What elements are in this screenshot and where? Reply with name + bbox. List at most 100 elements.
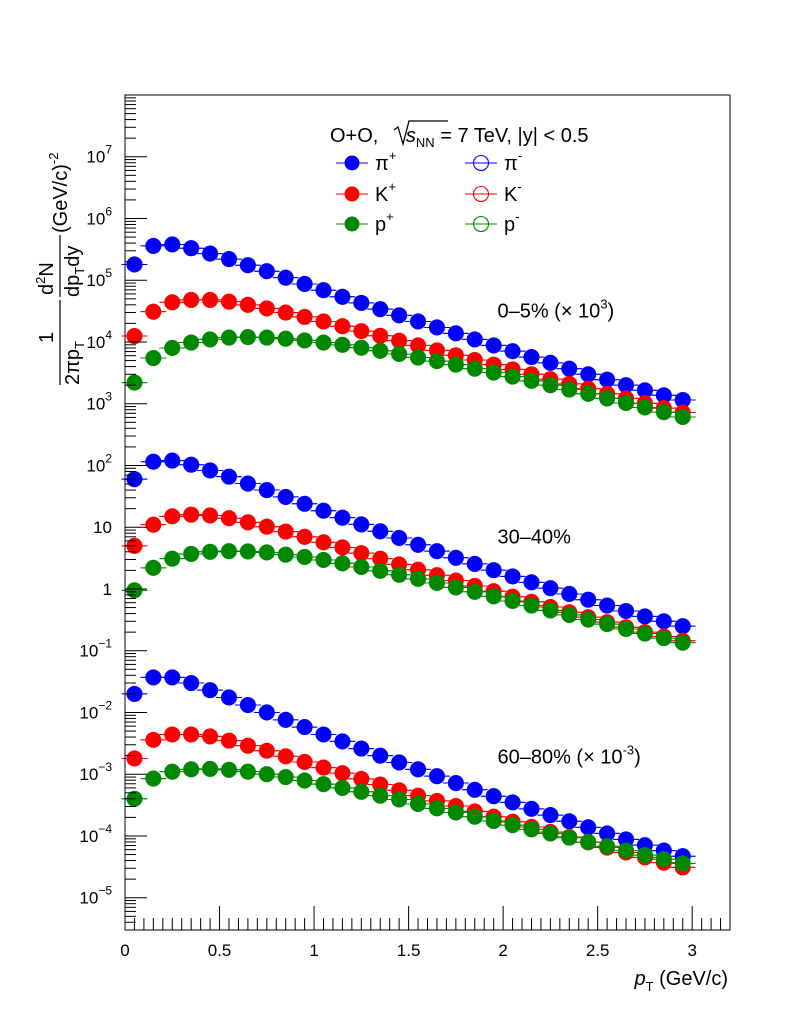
data-point (239, 543, 256, 560)
data-point (183, 506, 200, 523)
data-point (391, 529, 408, 547)
data-point (183, 334, 200, 351)
data-point (126, 374, 143, 391)
data-point (202, 682, 219, 699)
data-point (391, 307, 408, 324)
data-point (220, 689, 238, 706)
data-point (391, 566, 408, 583)
y-tick-label: 10 (93, 518, 112, 537)
data-point (296, 548, 313, 566)
data-point (674, 855, 691, 872)
y-tick-label: 1 (103, 580, 112, 599)
data-point (164, 294, 181, 311)
data-point (239, 475, 256, 492)
data-point (315, 726, 332, 743)
data-point (504, 343, 521, 360)
svg-text:(GeV/c)-2: (GeV/c)-2 (46, 153, 72, 233)
data-point (334, 509, 351, 526)
x-tick-label: 1.5 (397, 941, 421, 960)
legend-item: π+ (336, 148, 396, 175)
data-point (617, 842, 635, 859)
y-tick-label: 107 (86, 143, 112, 167)
data-point (353, 294, 370, 311)
series (122, 236, 695, 409)
chart-title: O+O, sNN = 7 TeV, |y| < 0.5 (330, 125, 589, 150)
data-point (428, 543, 446, 560)
data-point (296, 753, 313, 771)
data-point (315, 551, 332, 569)
data-point (409, 313, 427, 330)
y-tick-label: 102 (86, 451, 112, 475)
data-point (542, 580, 559, 597)
data-point (599, 616, 616, 633)
data-point (523, 800, 540, 817)
data-point (183, 240, 200, 257)
x-axis-label: pT (GeV/c) (633, 968, 728, 994)
data-point (636, 847, 653, 864)
data-point (239, 737, 256, 754)
y-tick-label: 104 (86, 328, 112, 352)
data-point (466, 781, 483, 798)
data-point (296, 528, 313, 545)
x-tick-label: 0.5 (208, 941, 232, 960)
data-point (202, 543, 219, 560)
data-point (636, 625, 653, 642)
data-points (121, 236, 696, 876)
data-point (202, 760, 219, 777)
x-tick-label: 1 (309, 941, 318, 960)
legend-marker (472, 215, 490, 233)
data-point (183, 456, 200, 473)
data-point (258, 482, 275, 499)
data-point (145, 559, 162, 576)
data-point (277, 748, 294, 765)
data-point (485, 788, 502, 805)
data-point (523, 349, 540, 366)
data-point (296, 772, 313, 789)
series (121, 453, 696, 634)
data-point (523, 821, 540, 838)
data-point (239, 257, 256, 274)
data-point (523, 574, 540, 591)
data-point (277, 488, 294, 505)
legend-item: K+ (336, 179, 396, 206)
data-point (599, 597, 616, 614)
data-point (636, 399, 653, 416)
data-point (220, 510, 238, 527)
data-point (164, 508, 181, 525)
data-point (296, 332, 313, 349)
data-point (239, 696, 256, 714)
data-point (655, 630, 672, 647)
data-point (258, 742, 275, 759)
data-point (315, 502, 332, 519)
data-point (145, 349, 162, 367)
data-point (466, 555, 483, 572)
data-point (409, 570, 427, 587)
data-point (164, 339, 181, 357)
data-point (447, 549, 464, 566)
data-point (334, 318, 351, 335)
y-tick-label: 105 (86, 266, 112, 290)
data-point (202, 728, 219, 745)
data-point (315, 534, 332, 551)
data-point (409, 536, 427, 553)
legend-label: p+ (375, 209, 394, 236)
svg-text:dpTdy: dpTdy (62, 246, 87, 297)
data-point (542, 354, 559, 371)
data-point (372, 342, 389, 359)
data-point (258, 766, 275, 783)
data-point (504, 368, 521, 385)
data-point (391, 754, 408, 771)
data-point (296, 719, 313, 736)
data-point (126, 582, 143, 599)
data-point (580, 385, 597, 402)
data-point (485, 337, 502, 354)
x-tick-label: 2 (498, 941, 507, 960)
data-point (466, 360, 483, 377)
data-point (353, 558, 370, 576)
y-tick-label: 10−1 (79, 637, 112, 661)
sqrt-sign (393, 120, 448, 147)
data-point (126, 327, 143, 345)
data-point (409, 761, 427, 778)
data-point (372, 787, 389, 804)
data-point (220, 251, 238, 268)
